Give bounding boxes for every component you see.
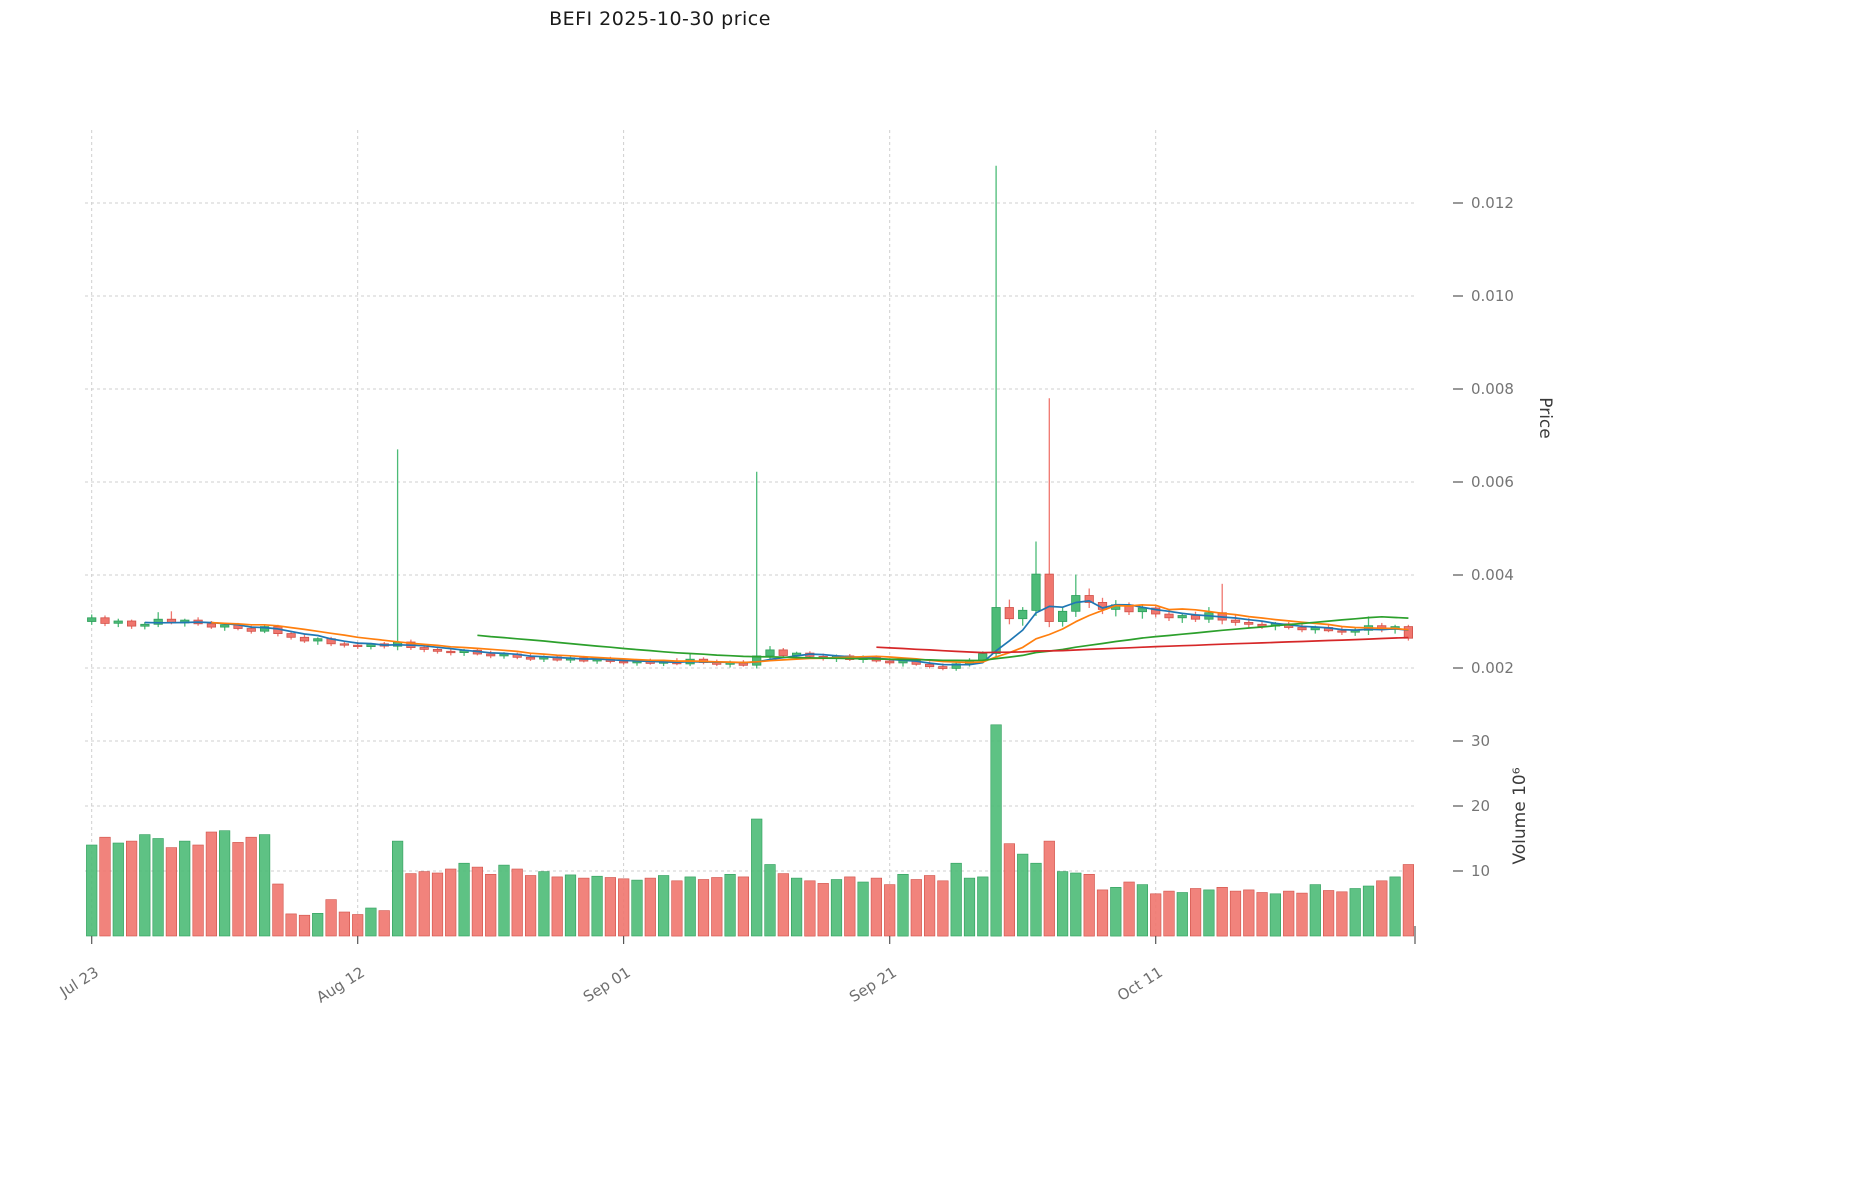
svg-text:0.010: 0.010 (1471, 287, 1514, 305)
svg-text:20: 20 (1471, 797, 1490, 815)
svg-text:10: 10 (1471, 862, 1490, 880)
svg-text:0.008: 0.008 (1471, 380, 1514, 398)
svg-text:Oct 11: Oct 11 (1114, 963, 1166, 1005)
volume-axis-label: Volume 10⁶ (1510, 767, 1530, 865)
svg-text:0.004: 0.004 (1471, 566, 1514, 584)
svg-text:0.002: 0.002 (1471, 659, 1514, 677)
svg-text:0.006: 0.006 (1471, 473, 1514, 491)
svg-text:Jul 23: Jul 23 (56, 963, 102, 1001)
svg-text:Sep 21: Sep 21 (846, 963, 900, 1006)
chart-title: BEFI 2025-10-30 price (549, 8, 771, 30)
price-axis-label: Price (1535, 397, 1555, 439)
svg-text:Sep 01: Sep 01 (580, 963, 634, 1006)
svg-text:0.012: 0.012 (1471, 194, 1514, 212)
svg-text:30: 30 (1471, 732, 1490, 750)
svg-text:Aug 12: Aug 12 (313, 963, 368, 1006)
